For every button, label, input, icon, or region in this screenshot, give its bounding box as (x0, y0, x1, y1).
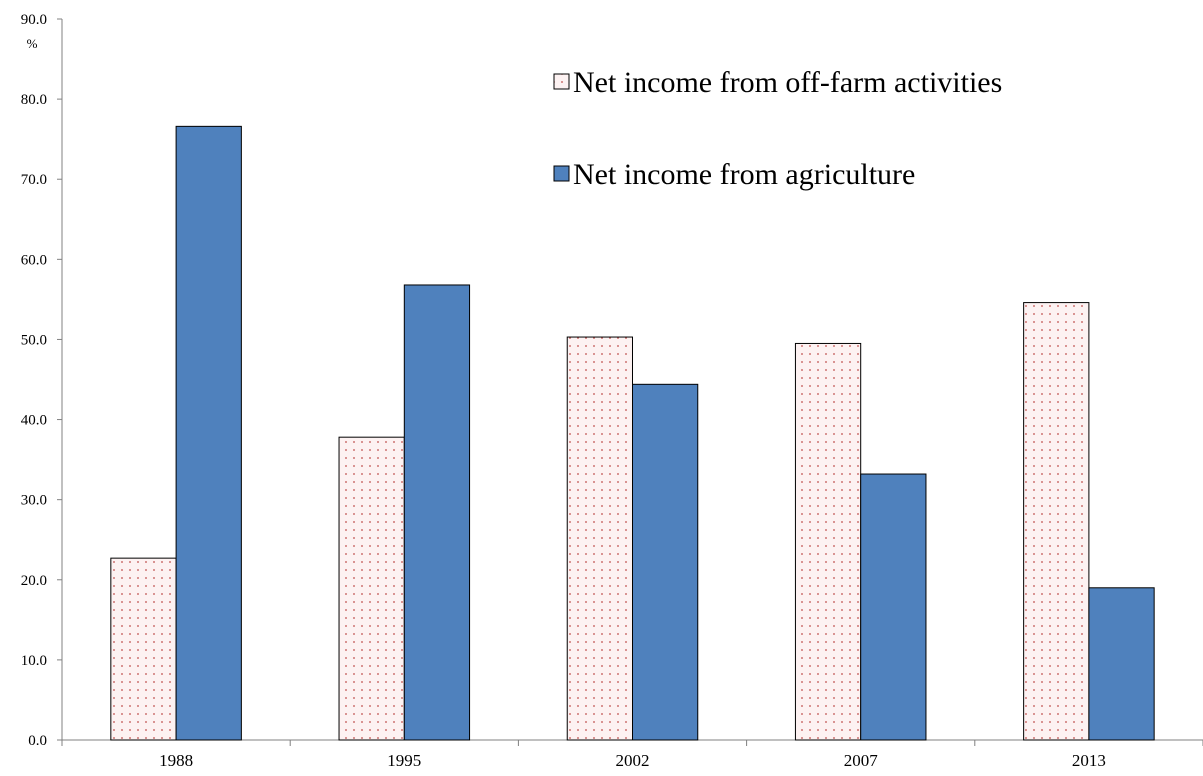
bar-agriculture (175, 125, 242, 741)
bars (110, 125, 1155, 741)
x-axis: 1988 1995 2002 2007 2013 (61, 739, 1203, 770)
y-tick-label: 80.0 (21, 92, 47, 108)
y-unit-label: % (27, 36, 38, 51)
y-tick-label: 30.0 (21, 493, 47, 509)
y-axis: 0.0 10.0 20.0 30.0 40.0 50.0 60.0 70.0 80.0 90.0 (21, 12, 63, 749)
bar-agriculture (403, 284, 471, 741)
y-tick-label: 10.0 (21, 653, 47, 669)
bar-agriculture (860, 473, 927, 741)
bar-off-farm (110, 557, 177, 741)
legend-label-agriculture: Net income from agriculture (573, 158, 915, 191)
x-tick-label: 1988 (159, 751, 193, 770)
x-tick-label: 2013 (1072, 751, 1106, 770)
x-tick-label: 2002 (616, 751, 650, 770)
x-tick-label: 2007 (844, 751, 879, 770)
legend: Net income from off-farm activities Net i… (553, 66, 1002, 191)
bar-off-farm (566, 336, 633, 741)
bar-off-farm (794, 342, 862, 741)
legend-swatch-off-farm (553, 73, 570, 90)
bar-off-farm (1023, 302, 1090, 741)
bar-agriculture (632, 383, 699, 741)
y-tick-label: 70.0 (21, 172, 47, 188)
y-tick-label: 0.0 (28, 733, 47, 749)
x-tick-label: 1995 (387, 751, 421, 770)
y-tick-label: 50.0 (21, 332, 47, 348)
y-tick-label: 60.0 (21, 252, 47, 268)
y-tick-label: 40.0 (21, 413, 47, 429)
y-tick-label: 20.0 (21, 573, 47, 589)
y-tick-label: 90.0 (21, 12, 47, 28)
legend-swatch-agriculture (553, 165, 570, 182)
bar-off-farm (338, 436, 405, 741)
bar-agriculture (1088, 587, 1155, 741)
legend-label-off-farm: Net income from off-farm activities (573, 66, 1002, 99)
